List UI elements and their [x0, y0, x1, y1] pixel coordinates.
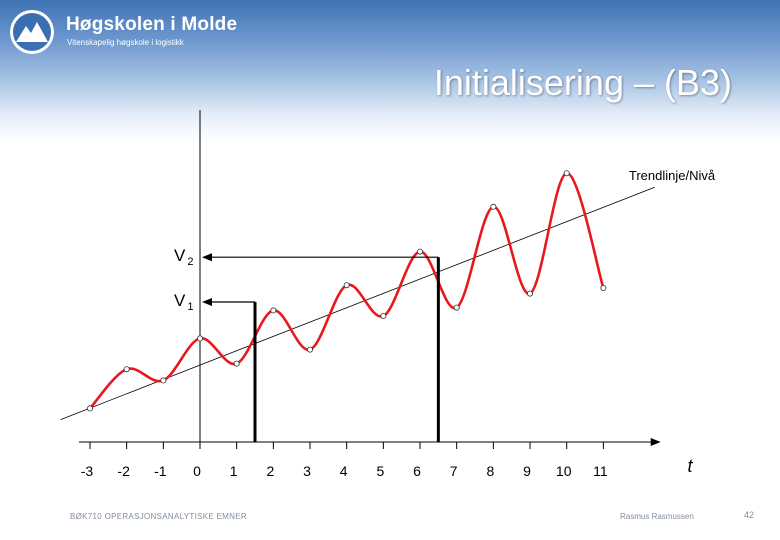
x-tick-label: -2	[117, 463, 130, 479]
data-point	[417, 248, 424, 255]
data-point	[196, 335, 203, 342]
series-curve	[89, 171, 605, 410]
x-tick-label: 4	[340, 463, 348, 479]
x-tick-label: 10	[556, 463, 572, 479]
trend-line	[60, 186, 655, 420]
header-banner: Høgskolen i Molde Vitenskapelig høgskole…	[0, 0, 780, 140]
footer-author: Rasmus Rasmussen	[620, 512, 694, 521]
brand-tagline: Vitenskapelig høgskole i logistikk	[67, 38, 184, 47]
x-tick-label: 8	[486, 463, 494, 479]
data-point	[527, 290, 534, 297]
data-point	[160, 377, 167, 384]
data-point	[453, 304, 460, 311]
x-tick-label: 3	[303, 463, 311, 479]
page-number: 42	[744, 510, 755, 520]
data-point	[563, 170, 570, 177]
mountain-logo-icon	[10, 10, 54, 54]
x-tick-label: 2	[266, 463, 274, 479]
x-tick-label: 6	[413, 463, 421, 479]
level-2-arrowhead	[202, 253, 212, 262]
x-tick-label: 7	[450, 463, 458, 479]
x-axis-arrow	[650, 438, 661, 446]
x-tick-label: -3	[81, 463, 94, 479]
data-point	[380, 312, 387, 319]
data-point	[343, 282, 350, 289]
data-point	[307, 346, 314, 353]
data-point	[123, 366, 130, 373]
x-tick-label: 5	[376, 463, 384, 479]
level-1-arrowhead	[202, 298, 212, 306]
x-tick-label: 11	[593, 463, 608, 479]
brand-name: Høgskolen i Molde	[66, 14, 238, 35]
data-point	[600, 284, 607, 291]
x-tick-label: 9	[523, 463, 531, 479]
data-point	[86, 405, 93, 412]
data-point	[233, 360, 240, 367]
data-point	[490, 203, 497, 210]
x-tick-label: -1	[154, 463, 167, 479]
data-point	[270, 307, 277, 314]
x-tick-label: 1	[230, 463, 238, 479]
x-tick-label: 0	[193, 463, 201, 479]
footer-course: BØK710 OPERASJONSANALYTISKE EMNER	[70, 512, 247, 521]
x-axis-label: t	[687, 456, 693, 476]
slide-title: Initialisering – (B3)	[433, 62, 732, 103]
trend-label: Trendlinje/Nivå	[629, 168, 716, 183]
